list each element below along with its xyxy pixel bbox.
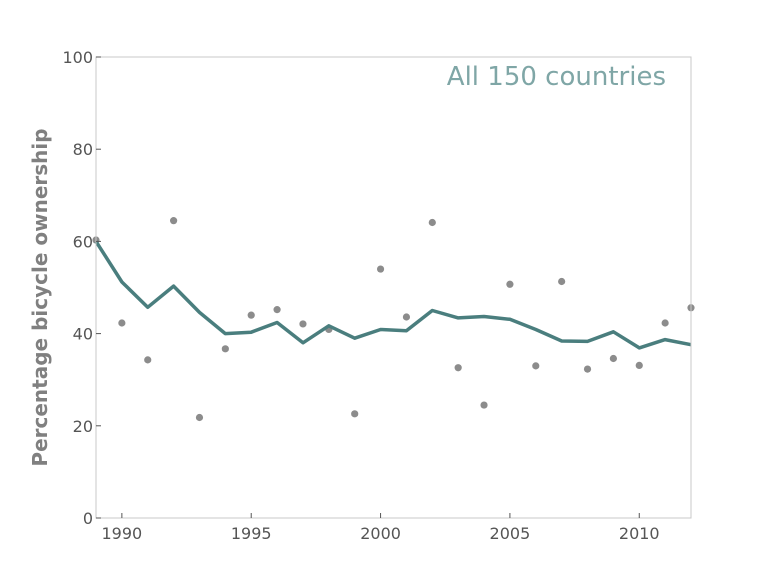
chart-annotation: All 150 countries	[447, 62, 666, 92]
data-point	[195, 413, 204, 422]
data-point	[144, 356, 152, 364]
y-tick-label: 60	[73, 232, 93, 251]
scatter-points	[92, 217, 695, 422]
x-tick-label: 1995	[231, 524, 272, 543]
y-tick-label: 40	[73, 325, 93, 344]
data-point	[299, 320, 307, 328]
x-tick-label: 2010	[619, 524, 660, 543]
x-tick-label: 1990	[102, 524, 143, 543]
x-axis: 1990 1995 2000 2005 2010	[102, 513, 660, 543]
data-point	[661, 319, 669, 327]
data-point	[118, 319, 126, 327]
data-point	[247, 311, 255, 319]
data-point	[532, 362, 540, 370]
trend-line	[94, 240, 692, 350]
y-axis-label: Percentage bicycle ownership	[28, 128, 52, 466]
y-tick-label: 80	[73, 140, 93, 159]
y-tick-label: 20	[73, 417, 93, 436]
data-point	[428, 218, 436, 227]
data-point	[221, 345, 229, 353]
y-axis: 0 20 40 60 80 100	[62, 48, 101, 528]
data-point	[351, 410, 359, 418]
data-point	[454, 364, 462, 372]
data-point	[609, 354, 617, 363]
x-tick-label: 2000	[360, 524, 401, 543]
plot-frame	[95, 56, 692, 519]
data-point	[558, 277, 566, 286]
data-point	[402, 313, 411, 321]
data-point	[635, 361, 643, 370]
data-point	[376, 265, 385, 273]
y-tick-label: 100	[62, 48, 93, 67]
data-point	[506, 280, 514, 288]
data-point	[273, 306, 281, 314]
x-tick-label: 2005	[490, 524, 531, 543]
data-point	[583, 365, 592, 373]
data-point	[170, 217, 178, 225]
data-point	[480, 401, 488, 409]
y-tick-label: 0	[83, 509, 93, 528]
